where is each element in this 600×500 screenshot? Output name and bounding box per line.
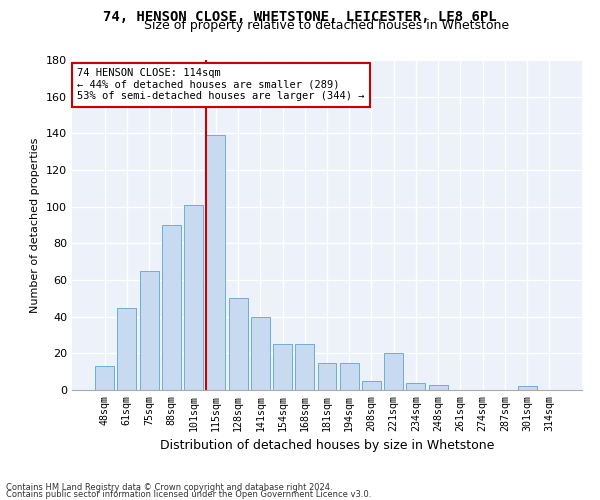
Y-axis label: Number of detached properties: Number of detached properties: [31, 138, 40, 312]
Bar: [95, 366, 114, 390]
Bar: [140, 271, 158, 390]
X-axis label: Distribution of detached houses by size in Whetstone: Distribution of detached houses by size …: [160, 439, 494, 452]
Text: Contains HM Land Registry data © Crown copyright and database right 2024.: Contains HM Land Registry data © Crown c…: [6, 484, 332, 492]
Bar: [229, 298, 248, 390]
Bar: [429, 384, 448, 390]
Bar: [206, 135, 225, 390]
Text: Contains public sector information licensed under the Open Government Licence v3: Contains public sector information licen…: [6, 490, 371, 499]
Bar: [406, 382, 425, 390]
Text: 74 HENSON CLOSE: 114sqm
← 44% of detached houses are smaller (289)
53% of semi-d: 74 HENSON CLOSE: 114sqm ← 44% of detache…: [77, 68, 365, 102]
Bar: [118, 308, 136, 390]
Bar: [317, 362, 337, 390]
Bar: [340, 362, 359, 390]
Bar: [384, 354, 403, 390]
Text: 74, HENSON CLOSE, WHETSTONE, LEICESTER, LE8 6PL: 74, HENSON CLOSE, WHETSTONE, LEICESTER, …: [103, 10, 497, 24]
Bar: [162, 225, 181, 390]
Bar: [518, 386, 536, 390]
Bar: [362, 381, 381, 390]
Title: Size of property relative to detached houses in Whetstone: Size of property relative to detached ho…: [145, 20, 509, 32]
Bar: [295, 344, 314, 390]
Bar: [273, 344, 292, 390]
Bar: [251, 316, 270, 390]
Bar: [184, 205, 203, 390]
